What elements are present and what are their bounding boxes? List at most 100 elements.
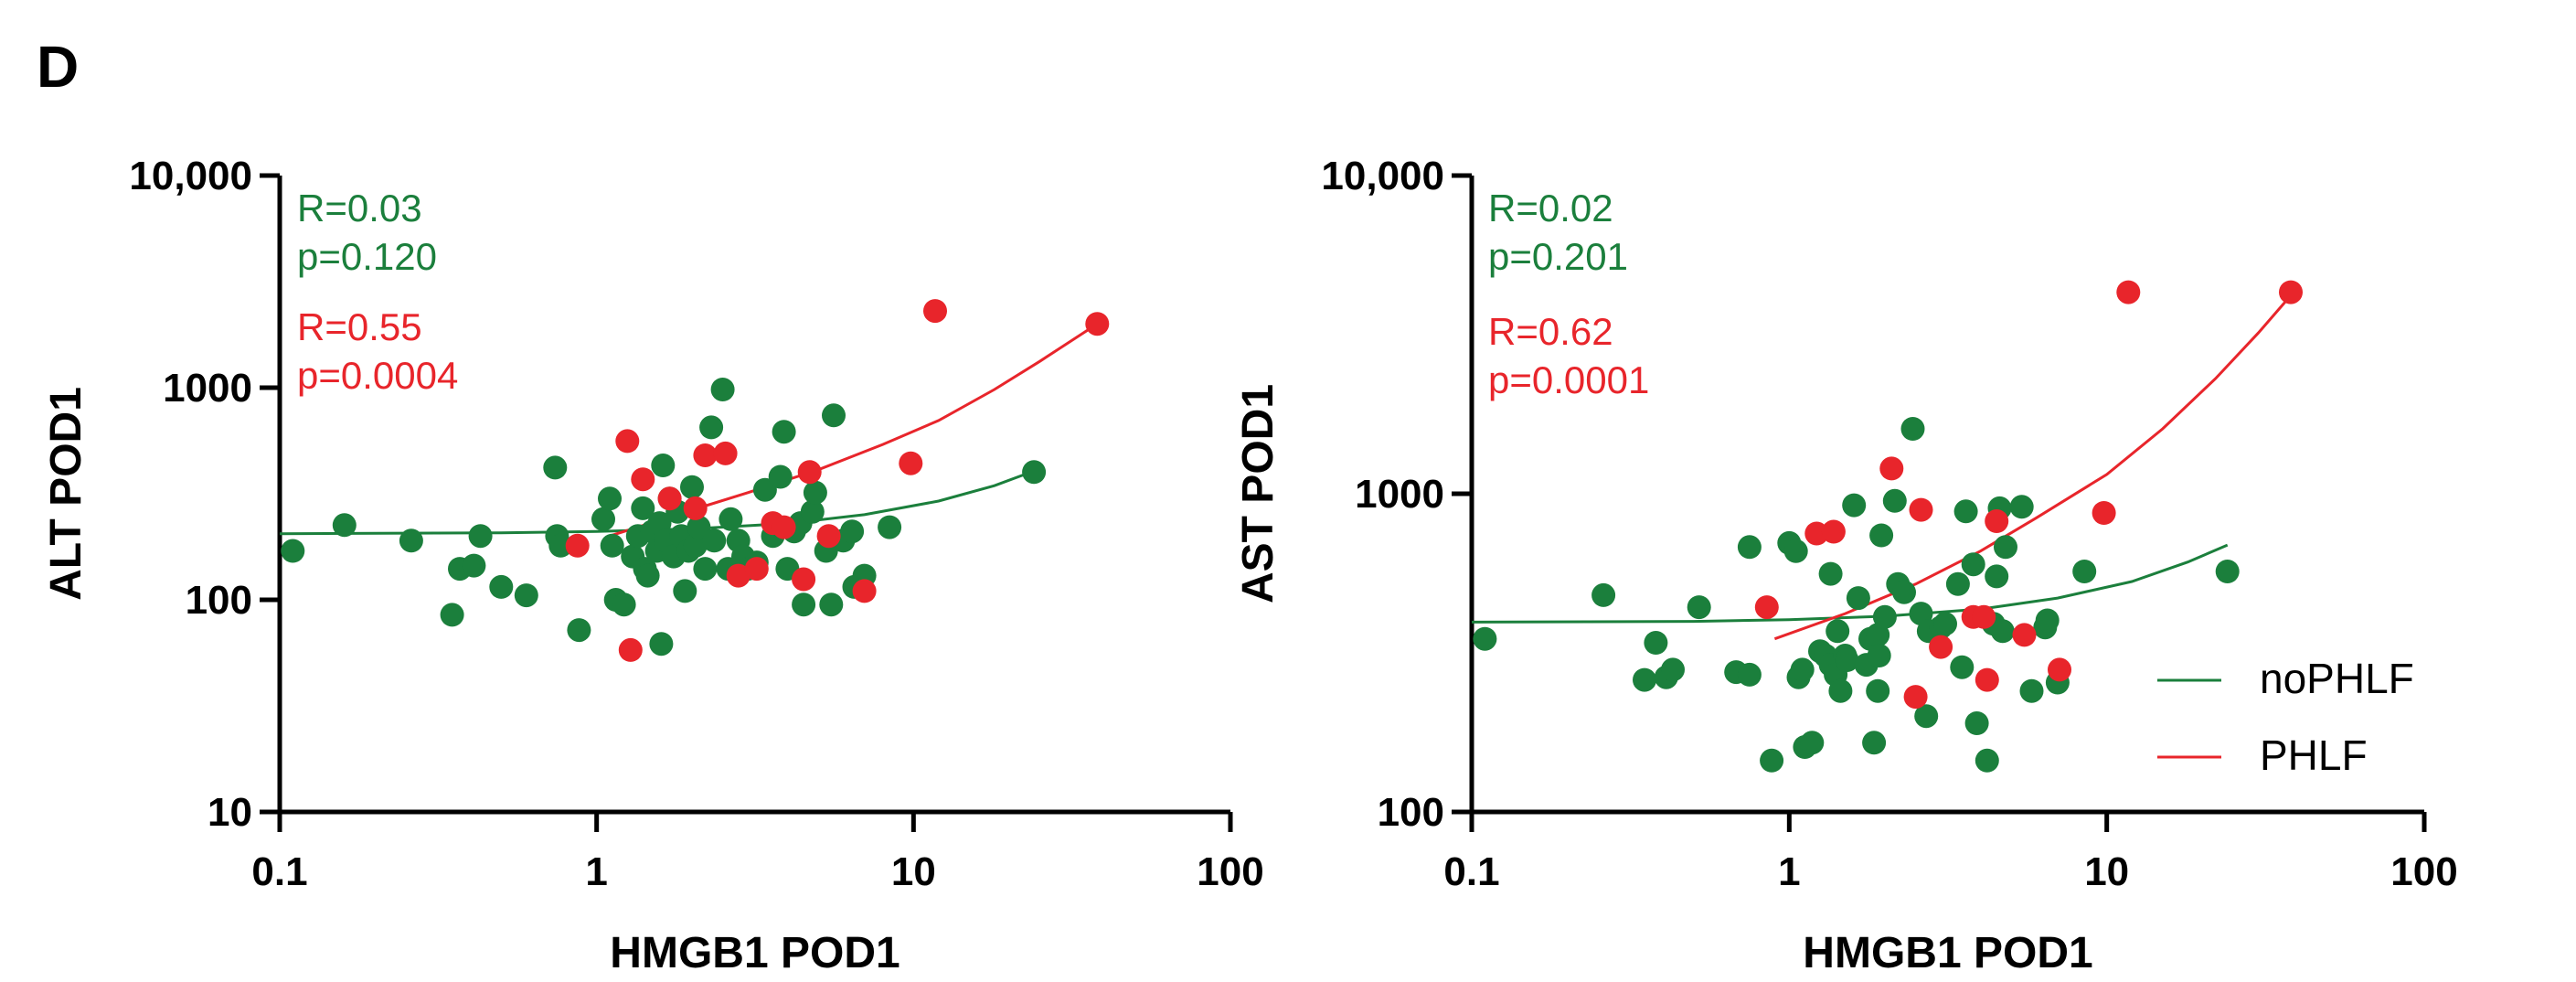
PHLF-point [2279, 280, 2303, 304]
PHLF-legend-label: PHLF [2260, 731, 2368, 779]
x-tick-label: 1 [1778, 849, 1800, 894]
noPHLF-point [2019, 678, 2044, 703]
noPHLF-legend-label: noPHLF [2260, 655, 2414, 702]
noPHLF-point [680, 475, 704, 499]
noPHLF-point [1882, 488, 1907, 513]
x-axis-title: HMGB1 POD1 [610, 929, 899, 977]
PHLF-point [1821, 519, 1846, 544]
x-tick-label: 1 [585, 849, 607, 894]
noPHLF-point [1760, 748, 1784, 773]
noPHLF-point [598, 486, 622, 511]
noPHLF-point [1900, 417, 1925, 441]
y-tick-label: 10 [208, 790, 252, 835]
noPHLF-point [567, 618, 591, 643]
noPHLF-point [1473, 626, 1497, 651]
noPHLF-point [1866, 678, 1890, 703]
noPHLF-point [1644, 631, 1668, 655]
y-axis-title: ALT POD1 [42, 387, 90, 601]
PHLF-point [792, 567, 816, 592]
noPHLF-point [1828, 678, 1853, 703]
panel-label: D [37, 34, 79, 100]
PHLF-point [1903, 685, 1928, 710]
noPHLF-point [489, 574, 514, 599]
PHLF-point [618, 637, 643, 662]
PHLF-point [1085, 312, 1110, 336]
noPHLF-point [1990, 619, 2015, 644]
noPHLF-point [1964, 711, 1989, 735]
noPHLF-point [1872, 604, 1897, 629]
noPHLF-point [710, 378, 735, 401]
PHLF-stat-text: p=0.0001 [1488, 358, 1649, 401]
PHLF-point [1909, 497, 1933, 522]
noPHLF-point [514, 583, 538, 608]
noPHLF-point [1961, 552, 1985, 577]
noPHLF-point [1945, 571, 1970, 596]
PHLF-stat-text: R=0.62 [1488, 310, 1613, 353]
x-axis-title: HMGB1 POD1 [1803, 929, 2092, 977]
noPHLF-point [1950, 655, 1975, 679]
PHLF-point [923, 299, 947, 324]
noPHLF-point [693, 557, 718, 582]
noPHLF-point [1994, 535, 2017, 560]
noPHLF-point [468, 524, 493, 549]
y-tick-label: 100 [186, 578, 252, 623]
noPHLF-point [1842, 493, 1867, 518]
noPHLF-point [1022, 460, 1047, 485]
noPHLF-point [631, 496, 655, 520]
noPHLF-point [1591, 582, 1616, 607]
PHLF-stat-text: p=0.0004 [297, 354, 458, 397]
PHLF-fit-line [1773, 294, 2293, 641]
noPHLF-point [819, 592, 844, 617]
PHLF-point [726, 563, 750, 588]
noPHLF-point [1737, 662, 1762, 687]
noPHLF-point [1975, 748, 1999, 773]
x-tick-label: 0.1 [1443, 849, 1499, 894]
noPHLF-point [1953, 499, 1978, 524]
noPHLF-point [2215, 560, 2240, 583]
y-tick-label: 1000 [163, 366, 252, 411]
noPHLF-point [651, 454, 676, 477]
noPHLF-point [462, 553, 486, 578]
noPHLF-point [1846, 586, 1870, 611]
PHLF-point [1975, 667, 1999, 692]
noPHLF-point [673, 579, 697, 603]
y-tick-label: 10,000 [129, 154, 252, 198]
x-tick-label: 10 [2084, 849, 2129, 894]
noPHLF-point [1892, 580, 1916, 604]
noPHLF-stat-text: R=0.03 [297, 187, 422, 229]
noPHLF-point [1661, 657, 1685, 682]
noPHLF-point [702, 528, 727, 553]
noPHLF-point [1800, 731, 1825, 755]
noPHLF-point [803, 480, 827, 505]
noPHLF-point [649, 632, 674, 656]
noPHLF-stat-text: R=0.02 [1488, 187, 1613, 229]
PHLF-point [683, 496, 708, 520]
PHLF-point [657, 486, 682, 511]
noPHLF-point [2009, 495, 2034, 519]
noPHLF-stat-text: p=0.120 [297, 235, 437, 278]
PHLF-point [713, 441, 738, 465]
noPHLF-point [1826, 619, 1850, 644]
PHLF-point [2048, 657, 2071, 682]
PHLF-point [1879, 456, 1904, 481]
noPHLF-point [840, 519, 865, 544]
PHLF-point [1929, 635, 1953, 659]
x-tick-label: 100 [2390, 849, 2457, 894]
noPHLF-point [332, 513, 357, 538]
noPHLF-point [878, 515, 902, 539]
PHLF-point [2012, 623, 2037, 647]
noPHLF-point [772, 420, 796, 444]
noPHLF-point [1790, 657, 1815, 682]
noPHLF-point [591, 507, 615, 531]
PHLF-point [2092, 501, 2116, 525]
y-axis-title: AST POD1 [1234, 384, 1283, 603]
PHLF-fit-line [609, 322, 1099, 538]
left-scatter-plot: 0.1 1 10 100 10 100 1000 10,000 HMGB1 POD1 ALT PO… [42, 154, 1264, 977]
PHLF-point [772, 515, 796, 539]
y-tick-label: 100 [1378, 790, 1444, 835]
PHLF-point [565, 533, 590, 558]
PHLF-point [1754, 595, 1779, 620]
noPHLF-point [822, 403, 846, 428]
PHLF-point [693, 443, 718, 467]
PHLF-point [1972, 604, 1996, 629]
